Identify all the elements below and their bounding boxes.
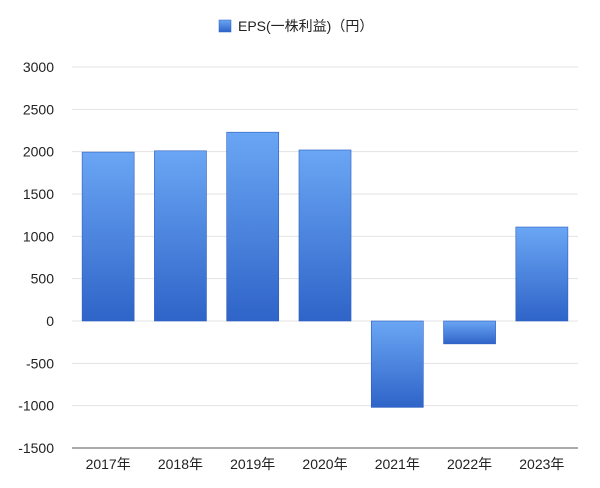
y-tick-label: -1500	[18, 440, 54, 456]
bars	[81, 131, 569, 408]
bar-2021年	[370, 320, 424, 408]
x-axis-tick-labels: 2017年 2018年 2019年 2020年 2021年 2022年 2023年	[86, 456, 565, 472]
y-tick-label: 0	[46, 313, 54, 329]
x-tick-label: 2017年	[86, 456, 131, 472]
y-axis-tick-labels: 3000 2500 2000 1500 1000 500 0 -500 -1000 -1500	[18, 59, 54, 456]
legend-swatch	[218, 19, 232, 33]
bar-2019年	[226, 131, 280, 322]
legend: EPS(一株利益)（円）	[218, 18, 373, 34]
x-tick-label: 2019年	[230, 456, 275, 472]
y-tick-label: 2000	[23, 144, 54, 160]
bar-2017年	[81, 151, 135, 322]
x-tick-label: 2021年	[375, 456, 420, 472]
y-tick-label: 3000	[23, 59, 54, 75]
y-tick-label: 500	[31, 271, 55, 287]
x-tick-label: 2023年	[519, 456, 564, 472]
bar-2020年	[298, 149, 352, 322]
legend-label: EPS(一株利益)（円）	[238, 18, 373, 34]
bar-2022年	[443, 320, 496, 345]
y-tick-label: 1500	[23, 186, 54, 202]
bar-2023年	[515, 226, 569, 322]
x-tick-label: 2022年	[447, 456, 492, 472]
x-tick-label: 2020年	[302, 456, 347, 472]
y-tick-label: -1000	[18, 398, 54, 414]
y-tick-label: -500	[26, 355, 54, 371]
bar-2018年	[154, 150, 207, 322]
y-tick-label: 1000	[23, 228, 54, 244]
y-tick-label: 2500	[23, 101, 54, 117]
x-tick-label: 2018年	[158, 456, 203, 472]
